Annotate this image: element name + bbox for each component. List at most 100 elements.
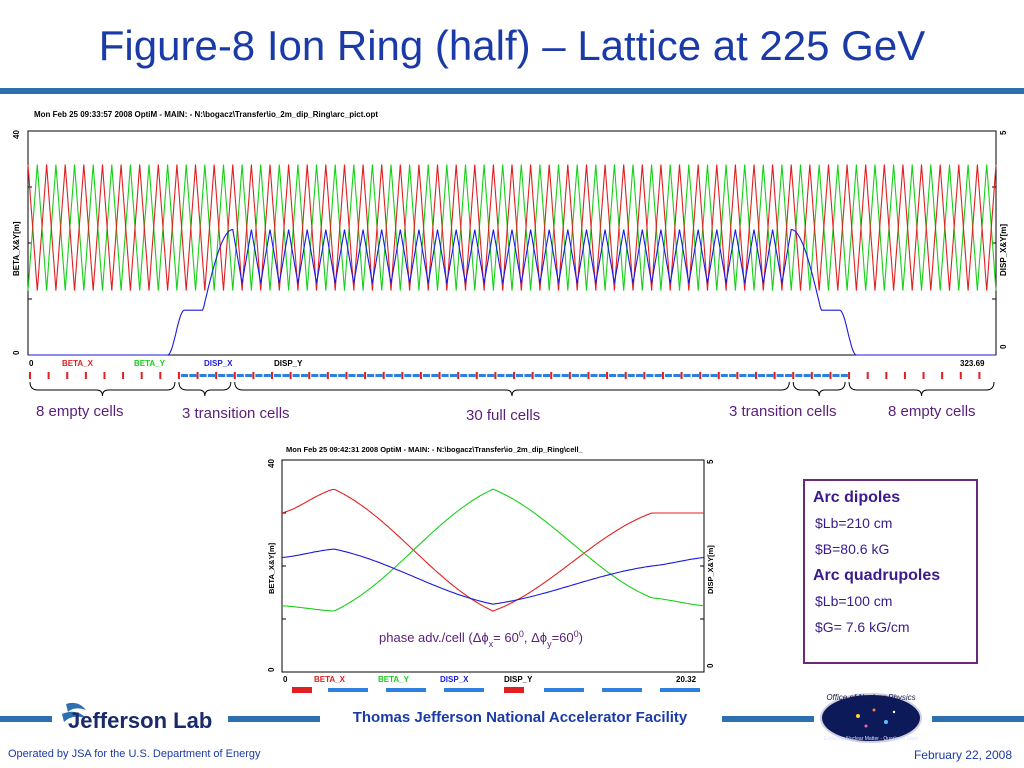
cell-series-disp_x <box>281 548 705 605</box>
cell-quad-marker <box>504 687 524 693</box>
dipole-marker <box>180 374 188 377</box>
top-ytick-right-5: 5 <box>999 130 1008 135</box>
phase-note-part: y <box>547 639 552 649</box>
dipole-marker <box>739 374 747 377</box>
cell-series-beta_x <box>281 488 704 612</box>
quad-marker <box>308 372 311 379</box>
quad-marker <box>978 372 981 379</box>
dipole-marker <box>319 374 327 377</box>
quad-marker <box>773 372 776 379</box>
dipole-length: $Lb=210 cm <box>815 515 893 531</box>
phase-note-part: 0 <box>519 629 524 639</box>
dipole-marker <box>609 374 617 377</box>
dipole-marker <box>598 374 606 377</box>
title-rule <box>0 88 1024 94</box>
dipole-marker <box>274 374 282 377</box>
quad-marker <box>475 372 478 379</box>
quad-marker <box>289 372 292 379</box>
dipole-marker <box>236 374 244 377</box>
quad-marker <box>550 372 553 379</box>
quad-marker <box>494 372 497 379</box>
dipole-marker <box>255 374 263 377</box>
quad-marker <box>215 372 218 379</box>
dipole-marker <box>460 374 468 377</box>
dipole-marker <box>348 374 356 377</box>
logo-text: Jefferson Lab <box>68 708 212 733</box>
dipole-marker <box>710 374 718 377</box>
dipole-marker <box>329 374 337 377</box>
quad-marker <box>866 372 869 379</box>
top-ytick-right-0: 0 <box>999 344 1008 349</box>
seal-top-text: Office of Nuclear Physics <box>826 693 915 702</box>
series-disp-x <box>28 229 996 356</box>
cell-legend-disp_x: DISP_X <box>440 675 469 684</box>
phase-advance-note: phase adv./cell (Δϕx= 600, Δϕy=600) <box>379 629 583 649</box>
cell-dipole-marker <box>444 688 484 692</box>
quad-marker <box>419 372 422 379</box>
dipole-marker <box>394 374 402 377</box>
cell-ytick-left-40: 40 <box>267 459 276 468</box>
quad-marker <box>364 372 367 379</box>
brace-label-empty-left: 8 empty cells <box>36 403 124 420</box>
quad-marker <box>401 372 404 379</box>
series-beta-x <box>27 164 997 291</box>
quad-marker <box>885 372 888 379</box>
quad-marker <box>699 372 702 379</box>
cell-brace-2 <box>234 381 790 397</box>
dipole-marker <box>189 374 197 377</box>
top-ytick-left-40: 40 <box>12 130 21 139</box>
dipole-marker <box>282 374 290 377</box>
dipole-marker <box>636 374 644 377</box>
top-xtick-start: 0 <box>29 359 34 368</box>
quad-marker <box>810 372 813 379</box>
dipole-marker <box>720 374 728 377</box>
cell-dipole-marker <box>544 688 584 692</box>
quad-marker <box>513 372 515 379</box>
dipole-marker <box>263 374 271 377</box>
cell-legend-beta_y: BETA_Y <box>378 675 410 684</box>
quad-marker <box>736 372 739 379</box>
cell-brace-1 <box>178 381 232 397</box>
dipole-marker <box>516 374 524 377</box>
phase-note-part: Δϕ <box>531 630 547 645</box>
footer-rule-left <box>0 716 52 722</box>
footer-rule-mid-left <box>228 716 320 722</box>
dipole-marker <box>449 374 457 377</box>
top-xtick-end: 323.69 <box>960 359 985 368</box>
brace-label-empty-right: 8 empty cells <box>888 403 976 420</box>
cell-dipole-marker <box>328 688 368 692</box>
quad-marker <box>457 372 460 379</box>
dipole-marker <box>375 374 383 377</box>
magnet-summary-box: Arc dipoles $Lb=210 cm $B=80.6 kG Arc qu… <box>803 479 978 664</box>
footer-operator: Operated by JSA for the U.S. Department … <box>8 748 261 760</box>
dipole-marker <box>795 374 803 377</box>
dipole-field: $B=80.6 kG <box>815 541 890 557</box>
jefferson-lab-logo: Jefferson Lab <box>62 702 212 733</box>
dipole-marker <box>497 374 505 377</box>
cell-brace-3 <box>792 381 846 397</box>
footer-rule-right <box>932 716 1024 722</box>
quad-marker <box>233 372 236 379</box>
top-ytick-left-0: 0 <box>12 350 21 355</box>
cell-xtick-end: 20.32 <box>676 675 697 684</box>
quad-marker <box>196 372 199 379</box>
footer-rule-mid-right <box>722 716 814 722</box>
cell-ylabel-right: DISP_X&Y[m] <box>706 545 715 594</box>
dipole-marker <box>803 374 811 377</box>
quad-marker <box>252 372 255 379</box>
dipole-marker <box>784 374 793 377</box>
quad-marker <box>792 372 795 379</box>
dipole-marker <box>524 374 532 377</box>
cell-xtick-start: 0 <box>283 675 288 684</box>
quad-marker <box>680 372 683 379</box>
dipole-marker <box>356 374 364 377</box>
ring-lattice-chart: Mon Feb 25 09:33:57 2008 OptiM - MAIN: -… <box>12 110 1008 397</box>
cell-ytick-left-0: 0 <box>267 667 276 672</box>
quad-marker <box>438 372 441 379</box>
dipole-marker <box>840 374 848 377</box>
quad-marker <box>941 372 944 379</box>
dipole-marker <box>218 374 226 377</box>
quad-marker <box>122 372 125 379</box>
dipole-marker <box>431 374 439 377</box>
dipole-marker <box>487 374 495 377</box>
